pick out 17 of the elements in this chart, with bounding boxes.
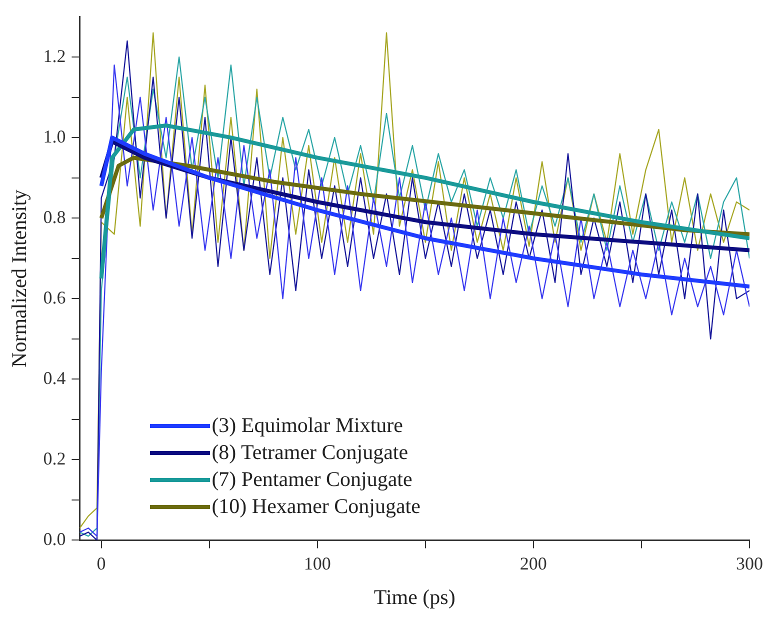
y-axis-title: Normalized Intensity (7, 189, 32, 368)
y-tick-label: 1.2 (43, 46, 66, 66)
x-axis-title: Time (ps) (374, 584, 456, 609)
x-tick-label: 300 (736, 554, 763, 574)
y-tick-label: 1.0 (43, 126, 66, 146)
legend-label: (10) Hexamer Conjugate (212, 494, 420, 520)
y-tick-label: 0.2 (43, 448, 66, 468)
x-tick-label: 200 (520, 554, 547, 574)
legend-label: (3) Equimolar Mixture (212, 413, 403, 438)
y-tick-label: 0.4 (43, 368, 66, 388)
legend-label: (7) Pentamer Conjugate (212, 467, 412, 492)
x-tick-label: 0 (96, 554, 106, 574)
y-tick-label: 0.6 (43, 287, 66, 308)
legend-label: (8) Tetramer Conjugate (212, 440, 408, 466)
y-tick-label: 0.0 (43, 528, 66, 549)
x-tick-label: 100 (304, 554, 331, 574)
y-tick-label: 0.8 (43, 206, 66, 227)
